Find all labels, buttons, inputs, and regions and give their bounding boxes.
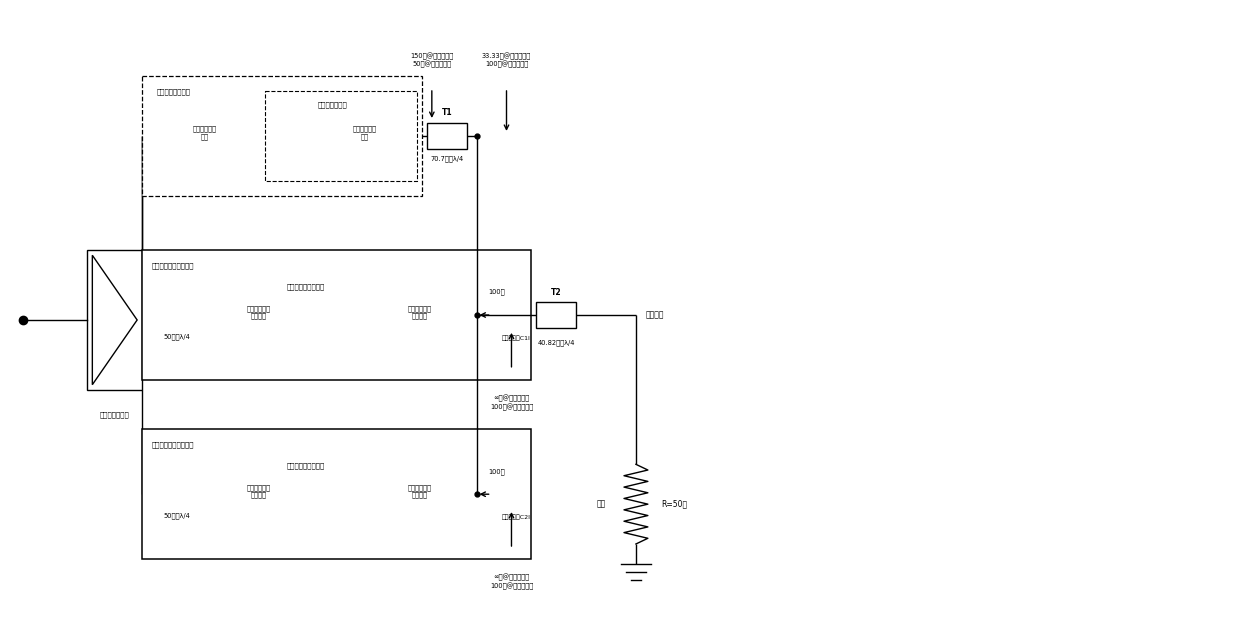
Bar bbox=[212, 466, 306, 522]
Bar bbox=[157, 481, 197, 507]
Text: 第二峰值功率放大电路: 第二峰值功率放大电路 bbox=[153, 442, 195, 448]
Text: 功率输出: 功率输出 bbox=[646, 311, 665, 320]
Bar bbox=[143, 250, 532, 380]
Polygon shape bbox=[267, 121, 303, 151]
Bar bbox=[87, 250, 143, 390]
Text: T1: T1 bbox=[441, 108, 453, 118]
Text: R=50欧: R=50欧 bbox=[661, 499, 687, 509]
Bar bbox=[372, 466, 466, 522]
Polygon shape bbox=[321, 300, 357, 330]
Text: 载波输入匹配
电路: 载波输入匹配 电路 bbox=[192, 126, 216, 140]
Text: 50欧，λ/4: 50欧，λ/4 bbox=[164, 333, 191, 340]
Text: T2: T2 bbox=[551, 287, 562, 297]
Bar bbox=[537, 302, 577, 328]
Text: ∞欧@低输入功率
100欧@高输入功率: ∞欧@低输入功率 100欧@高输入功率 bbox=[490, 394, 533, 411]
Bar bbox=[207, 275, 471, 355]
Bar bbox=[157, 108, 252, 164]
Text: 第二补偿线C2l: 第二补偿线C2l bbox=[501, 515, 531, 520]
Bar bbox=[207, 454, 471, 534]
Bar bbox=[264, 91, 417, 181]
Text: 第一补偿线C1l: 第一补偿线C1l bbox=[501, 335, 531, 341]
Text: 100欧: 100欧 bbox=[489, 289, 505, 296]
Text: 40.82欧，λ/4: 40.82欧，λ/4 bbox=[537, 340, 575, 346]
Bar bbox=[476, 302, 516, 328]
Bar bbox=[317, 108, 412, 164]
Text: 第二峰值功率放大器: 第二峰值功率放大器 bbox=[286, 462, 325, 469]
Bar bbox=[372, 287, 466, 343]
Text: 载波功率放大电路: 载波功率放大电路 bbox=[157, 88, 191, 94]
Bar bbox=[476, 481, 516, 507]
Text: 第一峰值输入
匹配电路: 第一峰值输入 匹配电路 bbox=[247, 305, 272, 319]
Text: 负载: 负载 bbox=[596, 499, 606, 509]
Text: 三路等功分分器: 三路等功分分器 bbox=[100, 411, 130, 418]
Text: 33.33欧@低输入功率
100欧@高输入功率: 33.33欧@低输入功率 100欧@高输入功率 bbox=[482, 52, 531, 68]
Text: 70.7欧，λ/4: 70.7欧，λ/4 bbox=[430, 155, 464, 162]
Text: 第一峰值功率放大电路: 第一峰值功率放大电路 bbox=[153, 262, 195, 269]
Bar bbox=[143, 430, 532, 559]
Text: 第一峰值输出
匹配电路: 第一峰值输出 匹配电路 bbox=[408, 305, 432, 319]
Text: 第二峰值输出
匹配电路: 第二峰值输出 匹配电路 bbox=[408, 484, 432, 498]
Bar bbox=[143, 76, 422, 196]
Text: 50欧，λ/4: 50欧，λ/4 bbox=[164, 513, 191, 520]
Text: 载波功率放大器: 载波功率放大器 bbox=[317, 101, 347, 108]
Bar bbox=[157, 302, 197, 328]
Text: 100欧: 100欧 bbox=[489, 468, 505, 475]
Bar bbox=[212, 287, 306, 343]
Text: 第二峰值输入
匹配电路: 第二峰值输入 匹配电路 bbox=[247, 484, 272, 498]
Text: 第一峰值功率放大器: 第一峰值功率放大器 bbox=[286, 283, 325, 290]
Text: 150欧@低输入功率
50欧@高输入功率: 150欧@低输入功率 50欧@高输入功率 bbox=[410, 52, 454, 68]
Bar bbox=[427, 123, 466, 148]
Text: 载波输出匹配
电路: 载波输出匹配 电路 bbox=[352, 126, 377, 140]
Polygon shape bbox=[321, 479, 357, 509]
Text: ∞欧@低输入功率
100欧@高输入功率: ∞欧@低输入功率 100欧@高输入功率 bbox=[490, 574, 533, 590]
